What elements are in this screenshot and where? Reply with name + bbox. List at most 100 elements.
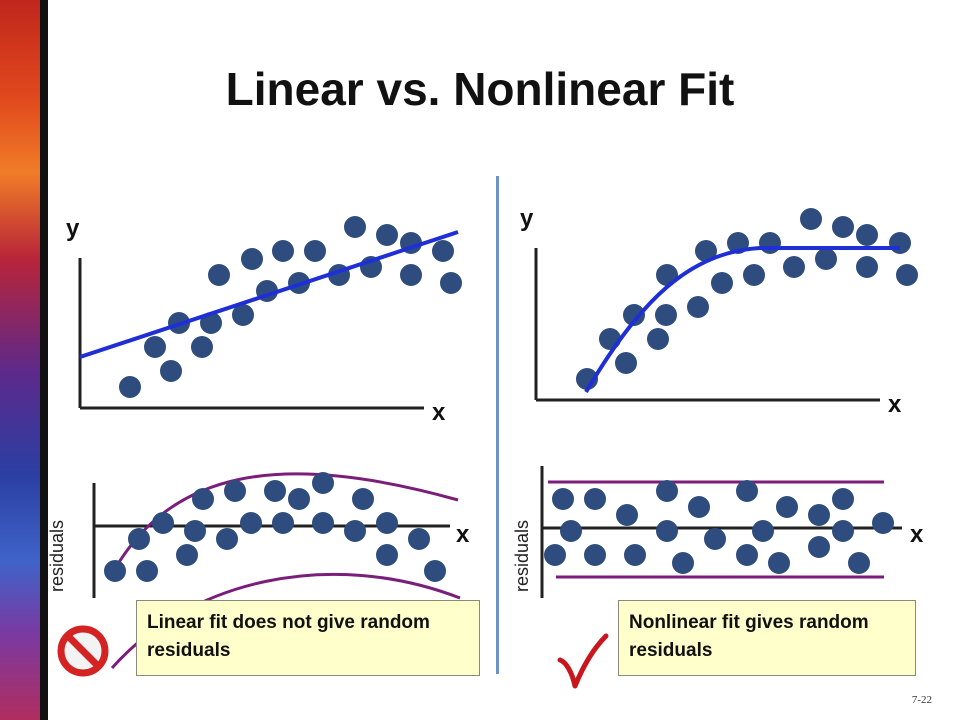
scatter-point <box>856 224 878 246</box>
residual-point <box>832 520 854 542</box>
checkmark-icon <box>557 633 609 689</box>
left-residual-points <box>104 472 446 582</box>
scatter-point <box>783 256 805 278</box>
left-caption-box: Linear fit does not give random residual… <box>136 600 480 676</box>
scatter-point <box>889 232 911 254</box>
residual-point <box>584 544 606 566</box>
residual-point <box>136 560 158 582</box>
scatter-point <box>191 336 213 358</box>
residual-point <box>176 544 198 566</box>
scatter-point <box>815 248 837 270</box>
residual-point <box>688 496 710 518</box>
scatter-point <box>144 336 166 358</box>
right-residuals-plot: residuals x <box>512 466 924 598</box>
scatter-point <box>344 216 366 238</box>
scatter-point <box>599 328 621 350</box>
residual-point <box>264 480 286 502</box>
residual-point <box>544 544 566 566</box>
scatter-point <box>272 240 294 262</box>
residual-point <box>272 512 294 534</box>
left-scatter-y-label: y <box>66 215 80 242</box>
residual-point <box>552 488 574 510</box>
right-residual-points <box>544 480 894 574</box>
residual-point <box>808 536 830 558</box>
residual-point <box>704 528 726 550</box>
residual-point <box>376 512 398 534</box>
scatter-point <box>896 264 918 286</box>
residual-point <box>776 496 798 518</box>
residual-point <box>352 488 374 510</box>
linear-fit-line <box>79 230 459 359</box>
scatter-point <box>695 240 717 262</box>
residual-point <box>736 544 758 566</box>
scatter-point <box>440 272 462 294</box>
left-scatter-plot: y x <box>66 215 462 426</box>
page-number: 7-22 <box>911 694 932 706</box>
residual-point <box>656 520 678 542</box>
residual-point <box>768 552 790 574</box>
left-scatter-points <box>119 216 462 398</box>
left-scatter-x-label: x <box>432 399 446 426</box>
residual-point <box>752 520 774 542</box>
scatter-point <box>711 272 733 294</box>
residual-point <box>312 512 334 534</box>
residual-point <box>312 472 334 494</box>
residual-point <box>344 520 366 542</box>
residual-point <box>224 480 246 502</box>
scatter-point <box>800 208 822 230</box>
sidebar-gradient <box>0 0 40 720</box>
residual-point <box>832 488 854 510</box>
decorative-sidebar <box>0 0 48 720</box>
residual-point <box>808 504 830 526</box>
right-scatter-x-label: x <box>888 391 902 418</box>
residual-point <box>736 480 758 502</box>
residual-point <box>624 544 646 566</box>
residual-point <box>872 512 894 534</box>
scatter-point <box>655 304 677 326</box>
scatter-point <box>232 304 254 326</box>
scatter-point <box>615 352 637 374</box>
scatter-point <box>623 304 645 326</box>
scatter-point <box>208 264 230 286</box>
residual-point <box>240 512 262 534</box>
scatter-point <box>687 296 709 318</box>
right-scatter-y-label: y <box>520 205 534 232</box>
left-residuals-x-label: x <box>456 521 470 548</box>
residual-point <box>424 560 446 582</box>
residual-point <box>584 488 606 510</box>
scatter-point <box>160 360 182 382</box>
nonlinear-fit-curve <box>584 246 900 394</box>
scatter-point <box>856 256 878 278</box>
left-residuals-plot: residuals x <box>47 472 470 669</box>
slide-title: Linear vs. Nonlinear Fit <box>225 63 735 115</box>
residual-point <box>104 560 126 582</box>
residual-point <box>128 528 150 550</box>
right-scatter-points <box>576 208 918 390</box>
prohibition-icon <box>57 625 109 677</box>
scatter-point <box>759 232 781 254</box>
scatter-point <box>432 240 454 262</box>
residual-point <box>656 480 678 502</box>
residual-point <box>408 528 430 550</box>
panel-divider <box>496 176 499 674</box>
residual-point <box>152 512 174 534</box>
scatter-point <box>241 248 263 270</box>
residual-point <box>848 552 870 574</box>
right-scatter-plot: y x <box>520 205 918 418</box>
scatter-point <box>743 264 765 286</box>
residual-point <box>216 528 238 550</box>
residual-point <box>192 488 214 510</box>
sidebar-edge <box>40 0 48 720</box>
residual-point <box>288 488 310 510</box>
left-residuals-y-label: residuals <box>47 520 67 592</box>
residual-point <box>184 520 206 542</box>
scatter-point <box>304 240 326 262</box>
residual-point <box>560 520 582 542</box>
scatter-point <box>376 224 398 246</box>
residual-point <box>616 504 638 526</box>
right-residuals-y-label: residuals <box>512 520 532 592</box>
right-caption-box: Nonlinear fit gives random residuals <box>618 600 916 676</box>
right-residuals-x-label: x <box>910 521 924 548</box>
residual-point <box>376 544 398 566</box>
